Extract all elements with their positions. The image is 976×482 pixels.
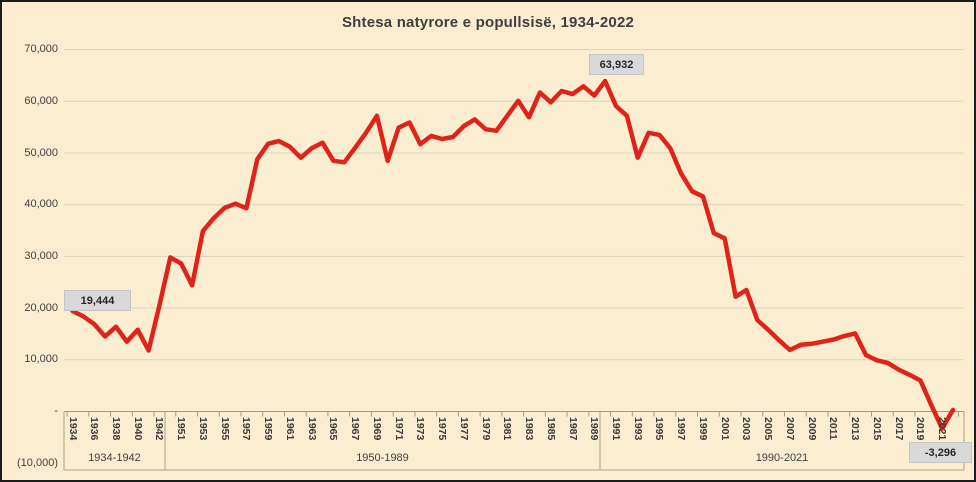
x-tick-label: 1969 [370, 417, 383, 441]
x-tick-label: 1979 [479, 417, 492, 441]
x-tick-label: 2021 [936, 417, 949, 441]
x-tick-label: 2001 [718, 417, 731, 441]
x-tick-label: 1987 [566, 417, 579, 441]
data-label-text: 63,932 [599, 58, 634, 71]
y-tick-label: 60,000 [24, 94, 58, 107]
x-tick-label: 2011 [827, 417, 840, 440]
x-tick-label: 1993 [631, 417, 644, 441]
x-tick-label: 1991 [610, 417, 622, 441]
x-tick-label: 1997 [675, 417, 688, 441]
x-tick-label: 1965 [327, 417, 340, 441]
y-tick-label: 40,000 [24, 198, 58, 211]
data-label-max-value: 63,932 [589, 54, 644, 75]
y-tick-label: 10,000 [24, 353, 58, 366]
y-tick-label: (10,000) [17, 456, 58, 469]
y-tick-label: 70,000 [24, 43, 58, 56]
data-label-min-value: -3,296 [909, 442, 972, 463]
x-tick-label: 2009 [805, 417, 818, 441]
x-axis-group-label: 1950-1989 [356, 452, 409, 464]
x-tick-label: 1959 [262, 417, 275, 441]
x-tick-label: 2005 [762, 417, 775, 441]
x-tick-label: 1983 [523, 417, 536, 441]
data-label-text: -3,296 [924, 446, 957, 459]
x-tick-label: 1977 [457, 417, 470, 441]
x-tick-label: 1936 [88, 417, 101, 441]
x-tick-label: 1985 [544, 417, 557, 441]
x-tick-label: 1957 [240, 417, 253, 441]
x-axis-group-label: 1934-1942 [88, 452, 141, 464]
x-tick-label: 1989 [588, 417, 601, 441]
x-tick-label: 1951 [175, 417, 188, 441]
x-tick-label: 2003 [740, 417, 753, 441]
x-tick-label: 1963 [305, 417, 318, 441]
y-tick-label: 50,000 [24, 146, 58, 159]
x-tick-label: 2019 [914, 417, 927, 441]
x-tick-label: 1953 [196, 417, 209, 441]
x-tick-label: 2017 [892, 417, 905, 441]
x-tick-label: 1955 [218, 417, 231, 441]
x-tick-label: 1938 [109, 417, 122, 441]
data-label-text: 19,444 [80, 294, 115, 307]
x-tick-label: 1975 [436, 417, 449, 441]
x-tick-label: 2015 [870, 417, 883, 441]
x-axis-group-label: 1990-2021 [755, 452, 809, 464]
x-tick-label: 1967 [349, 417, 362, 441]
x-tick-label: 1940 [131, 417, 144, 441]
x-tick-label: 1971 [392, 417, 405, 441]
x-tick-label: 1934 [66, 417, 79, 441]
x-tick-label: 1999 [696, 417, 709, 441]
x-tick-label: 1981 [501, 417, 514, 441]
y-tick-label: 30,000 [24, 249, 58, 262]
x-tick-label: 1995 [653, 417, 666, 441]
chart-title: Shtesa natyrore e popullsisë, 1934-2022 [341, 14, 635, 31]
data-label-first-value: 19,444 [64, 290, 131, 311]
x-tick-label: 2013 [849, 417, 862, 441]
y-tick-label: 20,000 [24, 301, 58, 314]
x-tick-label: 2007 [783, 417, 796, 441]
x-tick-label: 1942 [153, 417, 166, 441]
data-line-series [70, 78, 956, 431]
x-tick-label: 1961 [283, 417, 296, 441]
x-tick-label: 1973 [414, 417, 427, 441]
y-tick-label: - [54, 405, 58, 417]
